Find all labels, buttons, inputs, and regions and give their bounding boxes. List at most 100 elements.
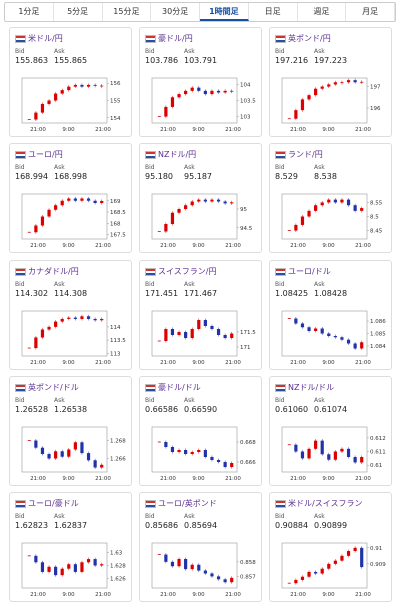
candle [360,341,364,349]
candle [294,110,298,119]
candle [34,337,38,348]
candle [100,318,104,320]
candle [164,554,168,563]
rate-card[interactable]: カナダドル/円 Bid Ask 114.302 114.308 114 113.5 113 21… [9,259,132,370]
chart-frame [21,193,108,240]
bid-value: 0.90884 [275,521,309,531]
candle [223,334,227,338]
candle [353,80,357,83]
flag-icon [15,151,26,160]
candle [294,444,298,452]
candle [80,442,84,453]
candle [327,333,331,336]
timeframe-tab[interactable]: 1時間足 [200,3,249,21]
candle [346,80,351,83]
candle [210,90,214,95]
mini-chart: 95 94.5 21:00 9:00 21:00 [151,193,253,249]
ask-value: 114.308 [54,288,88,298]
x-tick-label: 9:00 [192,360,205,366]
x-tick-label: 9:00 [322,476,335,482]
mini-chart: 169 168.5 168 167.5 21:00 9:00 21:00 [21,193,126,249]
x-tick-label: 9:00 [322,592,335,598]
candle [197,199,201,202]
candle [177,209,181,214]
y-tick-label: 1.626 [110,577,126,583]
bid-label: Bid [145,48,155,55]
y-tick-label: 0.909 [370,562,386,568]
y-tick-label: 8.55 [370,201,383,207]
candle [40,216,45,226]
y-tick-label: 0.668 [240,440,256,446]
timeframe-tab[interactable]: 15分足 [103,3,152,21]
candle [340,82,344,84]
candle [164,328,168,341]
ask-value: 1.08428 [314,288,348,298]
candle [320,86,324,89]
ask-value: 168.998 [54,172,88,182]
rate-card[interactable]: 米ドル/スイスフラン Bid Ask 0.90884 0.90899 0.91 0.909 2… [269,492,392,603]
candle [216,576,221,580]
candle [60,318,64,322]
pair-name: ユーロ/円 [28,150,63,160]
candle [223,201,227,204]
bid-label: Bid [15,48,25,55]
candle [170,97,175,107]
rate-card[interactable]: ユーロ/円 Bid Ask 168.994 168.998 169 168.5 168 167.… [9,143,132,254]
rate-card[interactable]: 豪ドル/ドル Bid Ask 0.66586 0.66590 0.668 0.666 21:0… [139,375,262,486]
y-tick-label: 1.268 [110,438,126,444]
bid-label: Bid [15,513,25,521]
y-tick-label: 1.63 [110,551,123,557]
timeframe-tab[interactable]: 月足 [346,3,395,21]
candle [67,86,71,91]
candle [360,456,364,463]
rate-card[interactable]: ユーロ/ドル Bid Ask 1.08425 1.08428 1.086 1.085 1.08… [269,259,392,370]
flag-icon [145,500,156,509]
rate-card[interactable]: 英ポンド/ドル Bid Ask 1.26528 1.26538 1.268 1.266 21:… [9,375,132,486]
ask-value: 8.538 [314,172,337,182]
bid-label: Bid [275,164,285,172]
bid-value: 0.61060 [275,404,309,414]
ask-label: Ask [54,164,65,172]
pair-name: ユーロ/豪ドル [28,499,79,509]
timeframe-tabs: 1分足 5分足 15分足 30分足 1時間足 日足 週足 月足 [4,2,396,22]
rate-card[interactable]: 米ドル/円 Bid Ask 155.863 155.865 156 155 154 21:00 9… [9,27,132,137]
x-tick-label: 9:00 [62,476,75,482]
rate-card[interactable]: NZドル/ドル Bid Ask 0.61060 0.61074 0.612 0.611 0.6… [269,375,392,486]
rate-card[interactable]: 豪ドル/円 Bid Ask 103.786 103.791 104 103.5 103 21:0… [139,27,262,137]
chart-frame [21,310,108,356]
candle [54,451,58,459]
timeframe-tab[interactable]: 5分足 [54,3,103,21]
timeframe-tab[interactable]: 1分足 [5,3,54,21]
flag-icon [145,383,156,392]
rate-card[interactable]: ユーロ/豪ドル Bid Ask 1.62823 1.62837 1.63 1.628 1.62… [9,492,132,603]
candle [184,205,188,210]
rate-card[interactable]: 英ポンド/円 Bid Ask 197.216 197.223 197 196 21:00 9:0… [269,27,392,137]
y-tick-label: 168 [110,222,121,228]
candle [320,202,324,206]
bid-value: 1.26528 [15,404,49,414]
candle [67,198,71,202]
ask-value: 0.90899 [314,521,348,531]
rate-card[interactable]: ユーロ/英ポンド Bid Ask 0.85686 0.85694 0.858 0.857 21… [139,492,262,603]
candle [210,573,214,577]
rate-card[interactable]: NZドル/円 Bid Ask 95.180 95.187 95 94.5 21:00 9:00 2… [139,143,262,254]
candle [170,328,175,335]
rate-card[interactable]: スイスフラン/円 Bid Ask 171.451 171.467 171.5 171 21:0… [139,259,262,370]
ask-label: Ask [184,164,195,172]
x-tick-label: 21:00 [95,592,111,598]
candle [346,551,351,557]
y-tick-label: 154 [110,116,121,122]
rate-card[interactable]: ランド/円 Bid Ask 8.529 8.538 8.55 8.5 8.45 21:00 9:0… [269,143,392,254]
candle [93,84,97,86]
timeframe-tab[interactable]: 30分足 [151,3,200,21]
timeframe-tab[interactable]: 週足 [298,3,347,21]
x-tick-label: 21:00 [290,243,306,249]
mini-chart: 156 155 154 21:00 9:00 21:00 [21,77,121,133]
flag-icon [15,267,26,276]
ask-label: Ask [54,513,65,521]
y-tick-label: 1.085 [370,331,386,337]
candle [314,440,318,449]
bid-label: Bid [275,280,285,288]
timeframe-tab[interactable]: 日足 [249,3,298,21]
y-tick-label: 171.5 [240,330,256,336]
